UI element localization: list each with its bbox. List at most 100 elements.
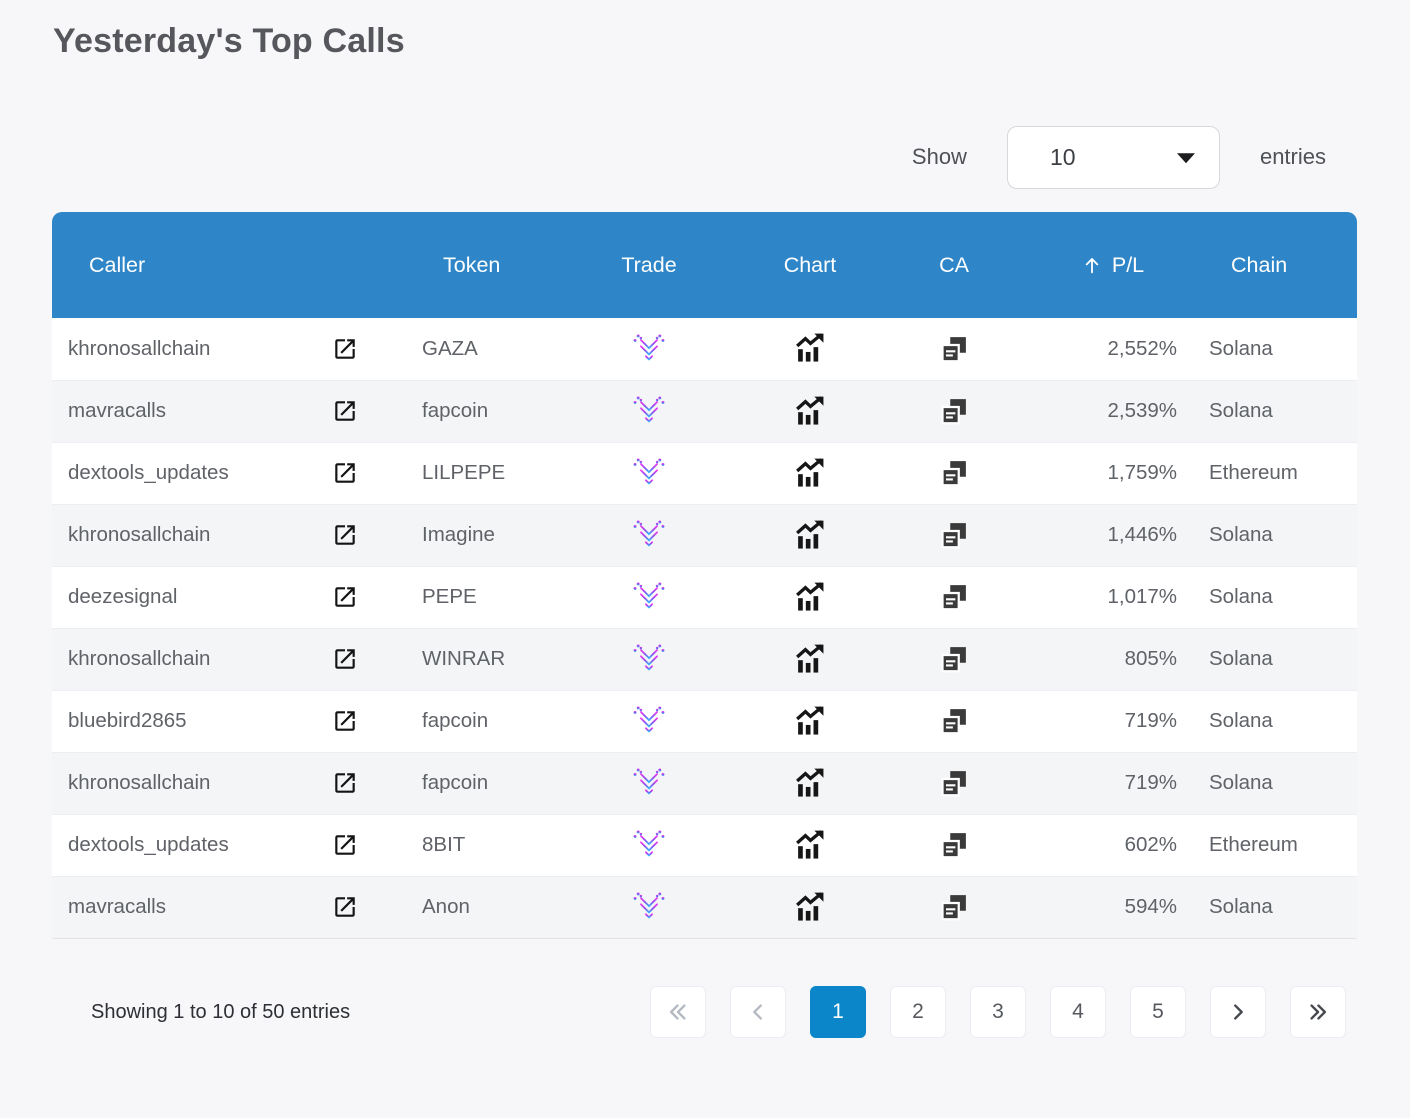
trade-button[interactable] [630, 827, 668, 863]
caller-external-link-button[interactable] [332, 770, 358, 796]
page-number-button[interactable]: 4 [1050, 986, 1106, 1038]
chart-button[interactable] [794, 767, 827, 800]
chart-button[interactable] [794, 829, 827, 862]
caller-name: khronosallchain [68, 647, 211, 670]
caller-external-link-button[interactable] [332, 584, 358, 610]
external-link-icon [332, 646, 358, 672]
sort-ascending-arrow-icon [1081, 254, 1103, 276]
chart-button[interactable] [794, 705, 827, 738]
caller-external-link-button[interactable] [332, 646, 358, 672]
next-page-button[interactable] [1210, 986, 1266, 1038]
copy-ca-button[interactable] [939, 396, 969, 426]
chain-name: Solana [1209, 709, 1273, 732]
chart-button[interactable] [794, 891, 827, 924]
price-chart-icon [794, 581, 827, 614]
page-number-button[interactable]: 3 [970, 986, 1026, 1038]
copy-contract-icon [939, 768, 969, 798]
chart-button[interactable] [794, 643, 827, 676]
show-label: Show [911, 144, 967, 169]
chart-button[interactable] [794, 332, 827, 365]
trade-button[interactable] [630, 703, 668, 739]
column-header-token[interactable]: Token [443, 252, 501, 277]
trade-button[interactable] [630, 889, 668, 925]
copy-contract-icon [939, 892, 969, 922]
copy-ca-button[interactable] [939, 706, 969, 736]
trade-button[interactable] [630, 331, 668, 367]
column-header-caller[interactable]: Caller [89, 252, 146, 277]
token-name: fapcoin [422, 399, 489, 422]
caller-name: mavracalls [68, 895, 166, 919]
page-number-button[interactable]: 5 [1130, 986, 1186, 1038]
table-row: khronosallchain WINRAR [52, 628, 1357, 690]
chart-button[interactable] [794, 395, 827, 428]
chain-name: Solana [1209, 771, 1273, 794]
chart-button[interactable] [794, 457, 827, 490]
caller-name: khronosallchain [68, 523, 211, 546]
trade-button[interactable] [630, 455, 668, 491]
copy-ca-button[interactable] [939, 520, 969, 550]
price-chart-icon [794, 643, 827, 676]
table-header-row: Caller Token Trade Chart CA P/L [52, 212, 1357, 318]
caller-external-link-button[interactable] [332, 460, 358, 486]
external-link-icon [332, 460, 358, 486]
page-buttons: 1 2 3 4 5 [810, 986, 1186, 1038]
column-header-ca[interactable]: CA [939, 252, 969, 277]
caller-external-link-button[interactable] [332, 832, 358, 858]
double-chevron-right-icon [1307, 1001, 1329, 1023]
chevron-down-icon [1176, 153, 1195, 164]
chart-button[interactable] [794, 581, 827, 614]
trade-button[interactable] [630, 641, 668, 677]
pl-value: 719% [1124, 771, 1177, 794]
maestro-bot-icon [630, 765, 668, 801]
table-row: khronosallchain Imagine [52, 504, 1357, 566]
trade-button[interactable] [630, 765, 668, 801]
copy-contract-icon [939, 830, 969, 860]
copy-ca-button[interactable] [939, 458, 969, 488]
page-number-button[interactable]: 1 [810, 986, 866, 1038]
caller-external-link-button[interactable] [332, 522, 358, 548]
column-header-trade[interactable]: Trade [621, 252, 677, 277]
page-size-value: 10 [1049, 143, 1076, 170]
maestro-bot-icon [630, 827, 668, 863]
page-number-button[interactable]: 2 [890, 986, 946, 1038]
page-size-select[interactable]: 10 [1006, 125, 1220, 189]
copy-ca-button[interactable] [939, 768, 969, 798]
caller-external-link-button[interactable] [332, 398, 358, 424]
pl-value: 1,759% [1107, 461, 1177, 484]
caller-external-link-button[interactable] [332, 708, 358, 734]
copy-ca-button[interactable] [939, 334, 969, 364]
trade-button[interactable] [630, 579, 668, 615]
chart-button[interactable] [794, 519, 827, 552]
token-name: LILPEPE [422, 461, 506, 484]
caller-name: dextools_updates [68, 833, 229, 856]
external-link-icon [332, 708, 358, 734]
table-body: khronosallchain GAZA [52, 318, 1357, 938]
pl-value: 805% [1124, 647, 1177, 670]
caller-external-link-button[interactable] [332, 894, 358, 920]
column-header-pl[interactable]: P/L [1033, 212, 1192, 318]
price-chart-icon [794, 891, 827, 924]
chevron-left-icon [747, 1001, 769, 1023]
copy-ca-button[interactable] [939, 644, 969, 674]
maestro-bot-icon [630, 641, 668, 677]
column-header-chart[interactable]: Chart [783, 252, 837, 277]
top-calls-table: Caller Token Trade Chart CA P/L [52, 212, 1357, 938]
copy-ca-button[interactable] [939, 582, 969, 612]
copy-ca-button[interactable] [939, 892, 969, 922]
caller-name: khronosallchain [68, 771, 211, 794]
trade-button[interactable] [630, 517, 668, 553]
token-name: fapcoin [422, 771, 489, 794]
token-name: WINRAR [422, 647, 506, 670]
column-header-chain[interactable]: Chain [1231, 252, 1288, 277]
token-name: 8BIT [422, 833, 466, 856]
maestro-bot-icon [630, 703, 668, 739]
token-name: GAZA [422, 336, 478, 360]
last-page-button[interactable] [1290, 986, 1346, 1038]
pl-value: 594% [1124, 895, 1177, 919]
caller-external-link-button[interactable] [332, 336, 358, 362]
chain-name: Ethereum [1209, 833, 1298, 856]
trade-button[interactable] [630, 393, 668, 429]
copy-ca-button[interactable] [939, 830, 969, 860]
caller-name: bluebird2865 [68, 709, 187, 732]
copy-contract-icon [939, 458, 969, 488]
